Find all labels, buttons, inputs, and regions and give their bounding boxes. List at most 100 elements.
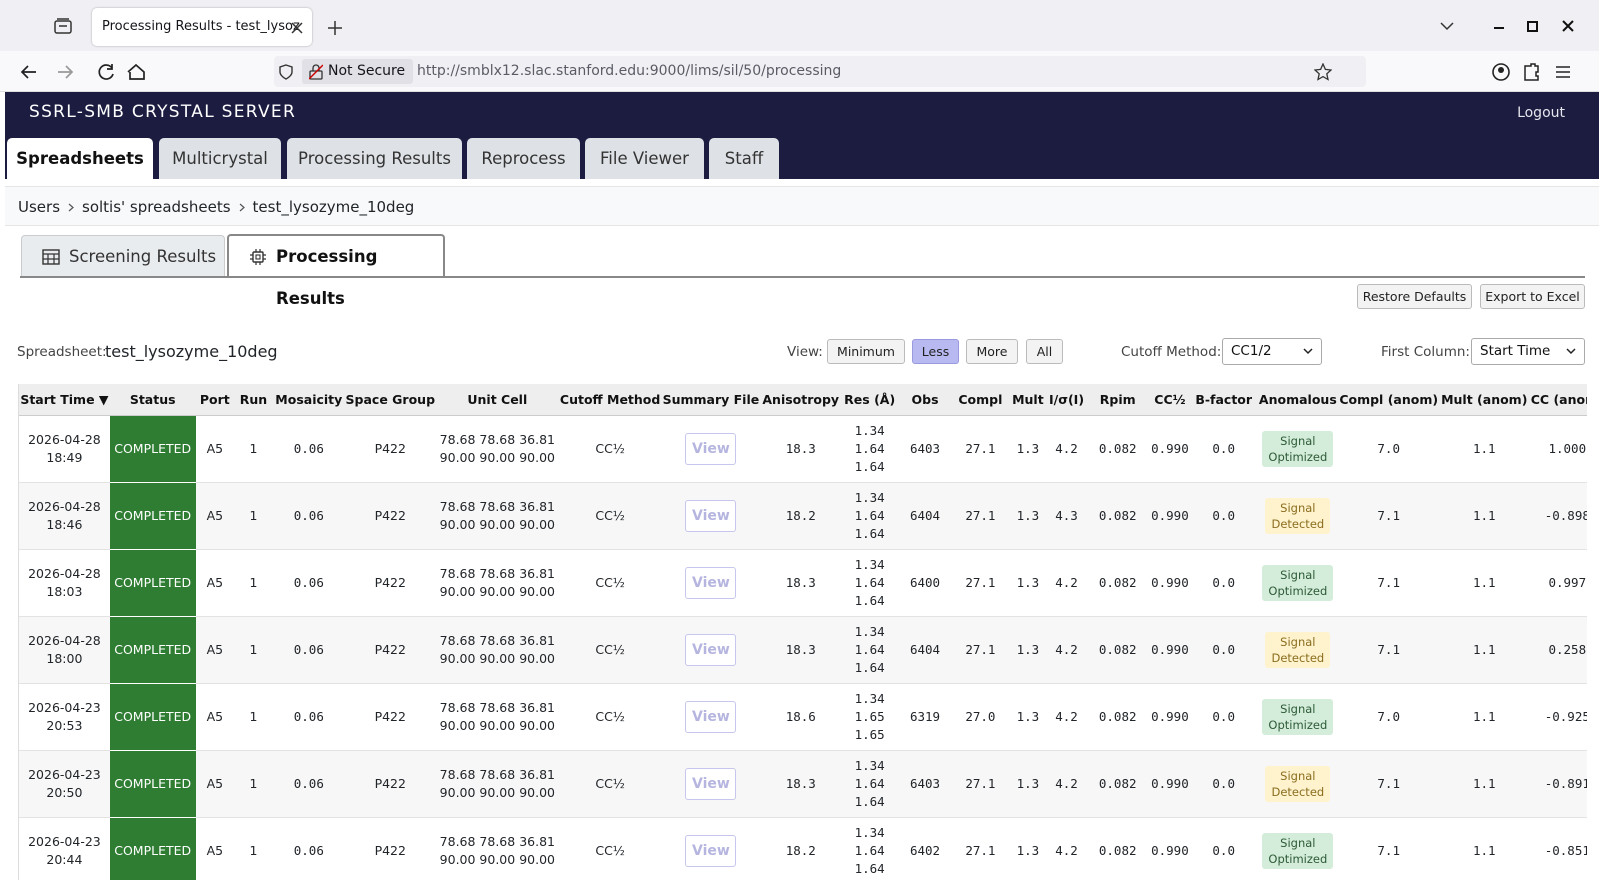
badge-line: Signal (1280, 768, 1316, 783)
bookmark-star[interactable] (1314, 63, 1332, 81)
cell-line: 1.64 (854, 641, 885, 657)
column-header[interactable]: Obs (898, 384, 952, 416)
view-button[interactable]: View (685, 700, 737, 733)
column-header[interactable]: I/σ(I) (1046, 384, 1087, 416)
table-cell: 7.1 (1339, 549, 1439, 617)
restore-defaults-button[interactable]: Restore Defaults (1357, 284, 1472, 309)
table-cell: 1.1 (1438, 616, 1531, 684)
subtab[interactable]: Screening Results (21, 235, 225, 277)
view-button[interactable]: View (685, 767, 737, 800)
cell-line: 1.34 (854, 690, 885, 706)
table-cell: 1.3 (1009, 415, 1047, 483)
table-cell: -0.851 (1530, 817, 1587, 880)
column-header[interactable]: Anomalous (1256, 384, 1340, 416)
url-bar[interactable]: Not Secure http://smblx12.slac.stanford.… (274, 56, 1366, 87)
view-option[interactable]: All (1026, 339, 1063, 364)
cell-line: 90.00 90.00 90.00 (439, 583, 555, 599)
column-header[interactable]: B-factor (1190, 384, 1257, 416)
main-tab-active[interactable]: Spreadsheets (7, 138, 153, 179)
column-header[interactable]: Mult (1009, 384, 1047, 416)
main-tab[interactable]: Reprocess (467, 138, 580, 179)
table-cell: A5 (195, 482, 235, 550)
table-cell: 1 (234, 817, 273, 880)
table-row: 2026-04-28 18:46 COMPLETED A5 1 0.06 P422 78.68… (19, 482, 1587, 550)
new-tab[interactable] (328, 21, 342, 35)
table-cell: 0.990 (1149, 482, 1191, 550)
table-cell: Signal Optimized (1256, 683, 1340, 751)
column-header[interactable]: Port (195, 384, 235, 416)
view-button[interactable]: View (685, 499, 737, 532)
column-header[interactable]: Start Time ▼ (19, 384, 110, 416)
not-secure-chip[interactable]: Not Secure (302, 59, 414, 84)
subtab-active[interactable]: Processing Results (227, 234, 445, 308)
cutoff-select[interactable]: CC1/2 (1222, 338, 1322, 365)
view-button[interactable]: View (685, 834, 737, 867)
cell-line: 2026-04-28 (28, 565, 101, 581)
tab-list-icon[interactable] (54, 18, 72, 34)
column-header[interactable]: Status (109, 384, 196, 416)
cell-line: 20:53 (46, 717, 83, 733)
column-header[interactable]: CC½ (1149, 384, 1191, 416)
cell-line: 2026-04-28 (28, 498, 101, 514)
cell-line: 1.34 (854, 422, 885, 438)
table-cell: 7.1 (1339, 817, 1439, 880)
browser-tab[interactable]: Processing Results - test_lysoz (92, 8, 312, 46)
table-cell: A5 (195, 817, 235, 880)
cell-line: 2026-04-23 (28, 699, 101, 715)
nav-buttons[interactable] (20, 63, 160, 81)
tab-close[interactable] (291, 22, 303, 34)
column-header[interactable]: Summary File (661, 384, 761, 416)
subtab-label: Processing Results (276, 247, 378, 308)
view-option[interactable]: More (966, 339, 1018, 364)
column-header[interactable]: Cutoff Method (558, 384, 662, 416)
table-cell: CC½ (558, 616, 662, 684)
table-cell: A5 (195, 683, 235, 751)
first-column-select[interactable]: Start Time (1471, 338, 1585, 365)
view-button[interactable]: View (685, 633, 737, 666)
column-header[interactable]: Run (234, 384, 273, 416)
column-header[interactable]: Rpim (1086, 384, 1150, 416)
main-tab[interactable]: File Viewer (585, 138, 704, 179)
main-tab[interactable]: Multicrystal (159, 138, 281, 179)
table-row: 2026-04-28 18:03 COMPLETED A5 1 0.06 P422 78.68… (19, 549, 1587, 617)
export-button[interactable]: Export to Excel (1480, 284, 1585, 309)
table-cell: 4.2 (1046, 683, 1087, 751)
browser-toolbar: Not Secure http://smblx12.slac.stanford.… (0, 51, 1599, 92)
logout-link[interactable]: Logout (1517, 105, 1565, 121)
column-header[interactable]: Anisotropy (760, 384, 841, 416)
toolbar-icons[interactable] (1490, 62, 1590, 82)
column-header[interactable]: Compl (951, 384, 1010, 416)
column-header[interactable]: Mult (anom) (1438, 384, 1531, 416)
tab-overflow[interactable] (1440, 22, 1454, 31)
view-option[interactable]: Less (912, 339, 959, 364)
table-cell: 1.1 (1438, 817, 1531, 880)
table-cell: P422 (344, 683, 436, 751)
column-header[interactable]: Mosaicity (272, 384, 345, 416)
table-cell: 1.1 (1438, 482, 1531, 550)
column-header[interactable]: Res (Å) (840, 384, 899, 416)
view-button[interactable]: View (685, 566, 737, 599)
cell-line: 20:44 (46, 851, 83, 867)
column-header[interactable]: Unit Cell (435, 384, 559, 416)
not-secure-text: Not Secure (328, 63, 406, 79)
crumb[interactable]: soltis' spreadsheets (82, 198, 231, 216)
badge-line: Optimized (1268, 851, 1328, 866)
column-header[interactable]: Compl (anom) (1339, 384, 1439, 416)
column-header[interactable]: CC (anom) (1530, 384, 1587, 416)
table-cell: 4.2 (1046, 817, 1087, 880)
view-option[interactable]: Minimum (827, 339, 905, 364)
table-cell: 27.0 (951, 683, 1010, 751)
main-tab[interactable]: Processing Results (287, 138, 462, 179)
crumb[interactable]: Users (18, 198, 61, 216)
main-tab[interactable]: Staff (709, 138, 779, 179)
view-button[interactable]: View (685, 432, 737, 465)
cell-line: 1.64 (854, 860, 885, 876)
table-cell: 1.3 (1009, 482, 1047, 550)
table-cell: Signal Detected (1256, 482, 1340, 550)
column-header[interactable]: Space Group (344, 384, 436, 416)
cell-line: 1.64 (854, 793, 885, 809)
table-cell: Signal Optimized (1256, 415, 1340, 483)
table-cell: 1.34 1.65 1.65 (840, 683, 899, 751)
status-cell: COMPLETED (109, 750, 196, 818)
window-controls[interactable] (1490, 18, 1590, 34)
